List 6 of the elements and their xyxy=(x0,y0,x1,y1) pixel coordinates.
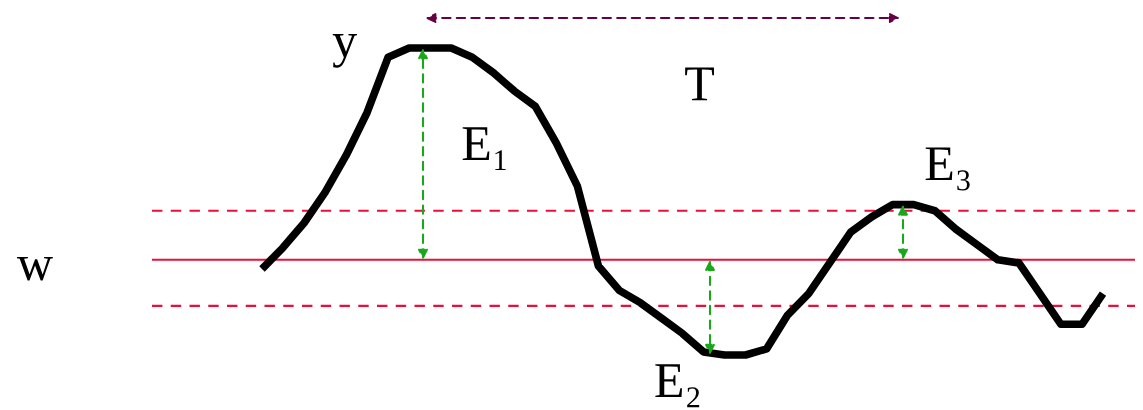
annotation: T xyxy=(685,67,714,101)
text: w xyxy=(16,257,53,281)
text: E₂ xyxy=(655,364,700,408)
annotation: E₃ xyxy=(925,147,970,191)
annotation: y xyxy=(332,34,357,68)
annotation: E₁ xyxy=(462,127,506,171)
